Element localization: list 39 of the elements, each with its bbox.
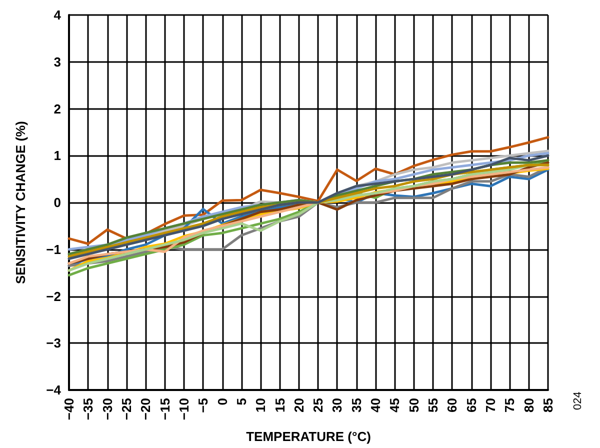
x-tick-label: −10 [176, 398, 192, 420]
x-tick-label: −35 [80, 398, 96, 420]
y-axis-title: SENSITIVITY CHANGE (%) [13, 120, 28, 284]
x-tick-label: 0 [214, 398, 230, 406]
x-axis-title: TEMPERATURE (°C) [246, 429, 371, 444]
x-tick-label: 30 [330, 398, 345, 412]
x-tick-label: −20 [138, 398, 154, 420]
line-series [68, 136, 550, 245]
x-tick-label: 70 [483, 398, 498, 412]
x-tick-label: −25 [118, 398, 134, 420]
x-tick-label: 15 [272, 398, 288, 412]
x-tick-label: 50 [406, 398, 422, 412]
x-tick-label: 85 [540, 398, 556, 412]
y-tick-label: −4 [46, 382, 62, 398]
x-tick-label: 60 [444, 398, 460, 412]
y-tick-label: −1 [46, 242, 61, 257]
x-tick-label: 20 [291, 398, 306, 412]
x-tick-label: 55 [426, 398, 441, 412]
y-tick-label: 1 [54, 148, 61, 164]
x-tick-label: 25 [310, 398, 326, 412]
x-tick-label: 40 [368, 398, 384, 412]
text: 024 [572, 392, 584, 410]
x-tick-label: 35 [348, 398, 364, 412]
x-tick-label: 5 [234, 398, 249, 406]
y-tick-label: 2 [54, 101, 61, 116]
y-tick-label: 0 [54, 195, 61, 210]
y-tick-label: 3 [54, 54, 61, 70]
x-tick-label: −15 [157, 398, 172, 420]
y-tick-label: 4 [54, 8, 62, 22]
x-tick-label: 65 [464, 398, 479, 412]
y-tick-label: −2 [46, 288, 61, 304]
y-tick-label: −3 [46, 336, 61, 351]
x-tick-label: 80 [521, 398, 536, 412]
x-tick-label: −30 [100, 398, 115, 420]
x-tick-label: 75 [502, 398, 518, 412]
x-tick-label: −40 [62, 398, 76, 420]
x-tick-label: 45 [387, 398, 402, 412]
x-tick-label: −5 [196, 398, 211, 413]
x-tick-label: 10 [253, 398, 268, 412]
